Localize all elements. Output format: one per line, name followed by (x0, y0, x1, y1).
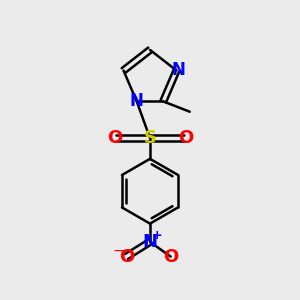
Text: O: O (163, 248, 178, 266)
Text: O: O (119, 248, 134, 266)
Text: S: S (143, 129, 157, 147)
Text: +: + (151, 229, 162, 242)
Text: N: N (142, 233, 158, 251)
Text: N: N (171, 61, 185, 80)
Text: −: − (112, 244, 124, 258)
Text: O: O (107, 129, 122, 147)
Text: O: O (178, 129, 193, 147)
Text: N: N (130, 92, 144, 110)
